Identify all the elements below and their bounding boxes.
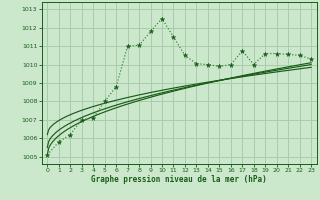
- X-axis label: Graphe pression niveau de la mer (hPa): Graphe pression niveau de la mer (hPa): [91, 175, 267, 184]
